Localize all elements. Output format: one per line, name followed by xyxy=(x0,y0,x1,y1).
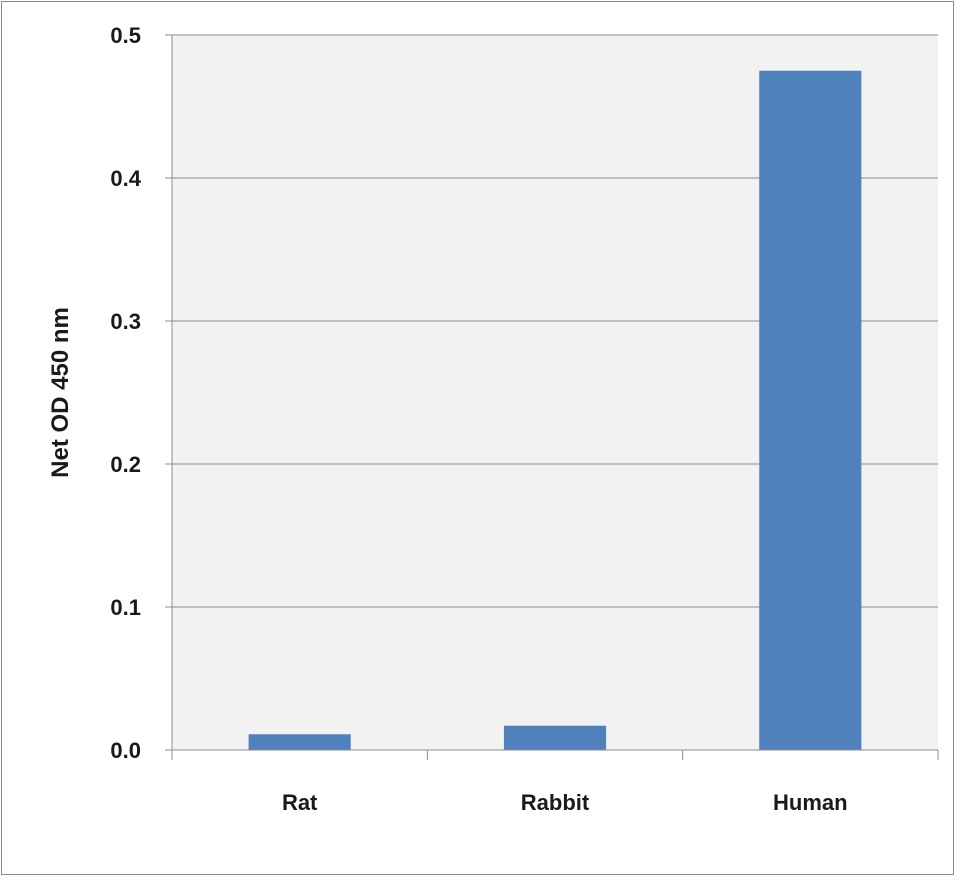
y-tick-label: 0.3 xyxy=(110,309,141,334)
axes xyxy=(171,35,938,751)
x-tick-label-human: Human xyxy=(773,790,848,815)
x-tick-labels: Rat Rabbit Human xyxy=(171,750,939,815)
x-tick-label-rabbit: Rabbit xyxy=(521,790,590,815)
bar-rat xyxy=(248,734,351,750)
bars xyxy=(248,70,862,750)
y-tick-label: 0.4 xyxy=(110,166,141,191)
y-axis-title: Net OD 450 nm xyxy=(47,307,74,478)
y-tick-labels: 0.0 0.1 0.2 0.3 0.4 0.5 xyxy=(110,23,172,763)
x-tick-label-rat: Rat xyxy=(282,790,318,815)
y-tick-label: 0.5 xyxy=(110,23,141,48)
y-tick-label: 0.1 xyxy=(110,595,141,620)
bar-human xyxy=(759,70,862,750)
y-tick-label: 0.0 xyxy=(110,738,141,763)
y-tick-label: 0.2 xyxy=(110,452,141,477)
bar-rabbit xyxy=(503,725,607,750)
